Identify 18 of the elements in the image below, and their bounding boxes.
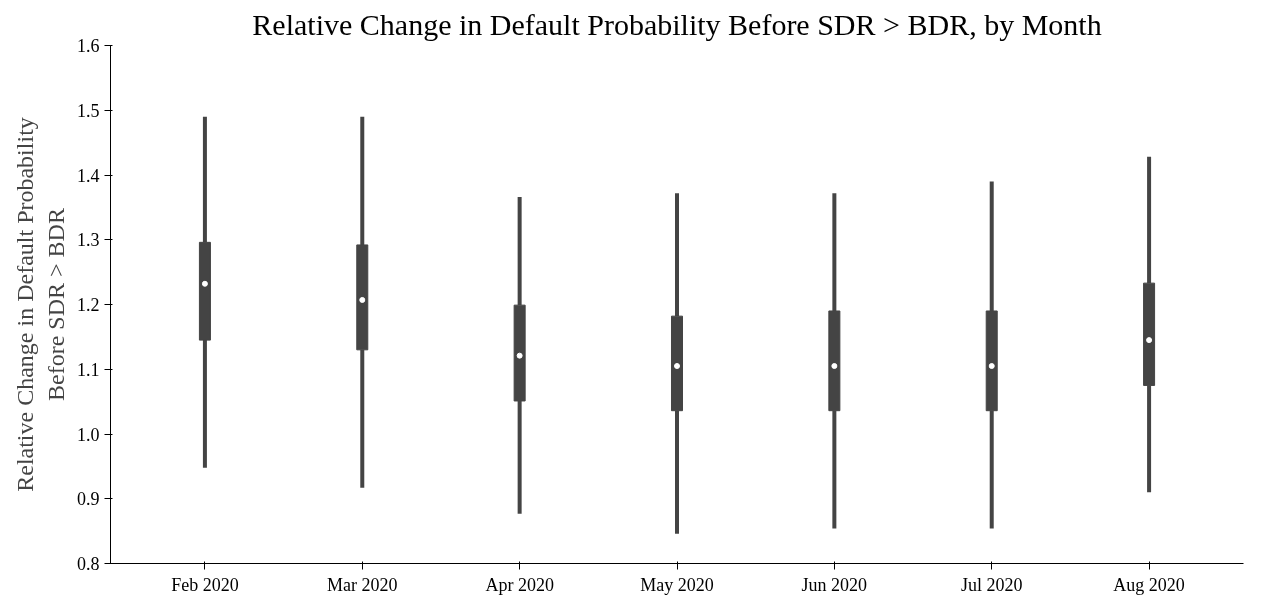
x-tick-label: Jun 2020 xyxy=(801,574,868,595)
y-tick-label: 0.9 xyxy=(77,489,100,510)
x-tick-label: Feb 2020 xyxy=(171,574,239,595)
y-tick-label: 1.3 xyxy=(77,230,100,251)
x-tick-label: Jul 2020 xyxy=(960,574,1023,595)
y-tick-label: 1.1 xyxy=(77,359,100,380)
x-tick-label: May 2020 xyxy=(640,574,714,595)
y-tick-label: 1.4 xyxy=(77,165,100,186)
y-tick-label: 1.5 xyxy=(77,100,100,121)
x-tick-label: Apr 2020 xyxy=(485,574,554,595)
x-tick-label: Mar 2020 xyxy=(327,574,398,595)
y-tick-label: 1.0 xyxy=(77,424,100,445)
y-tick-label: 1.6 xyxy=(77,36,100,56)
x-tick-label: Aug 2020 xyxy=(1113,574,1185,595)
y-axis-title: Relative Change in Default Probability Before SDR > BDR xyxy=(11,117,69,492)
y-tick-label: 0.8 xyxy=(77,554,100,574)
y-tick-label: 1.2 xyxy=(77,295,100,315)
chart-title: Relative Change in Default Probability Before SDR > BDR, by Month xyxy=(252,7,1102,41)
